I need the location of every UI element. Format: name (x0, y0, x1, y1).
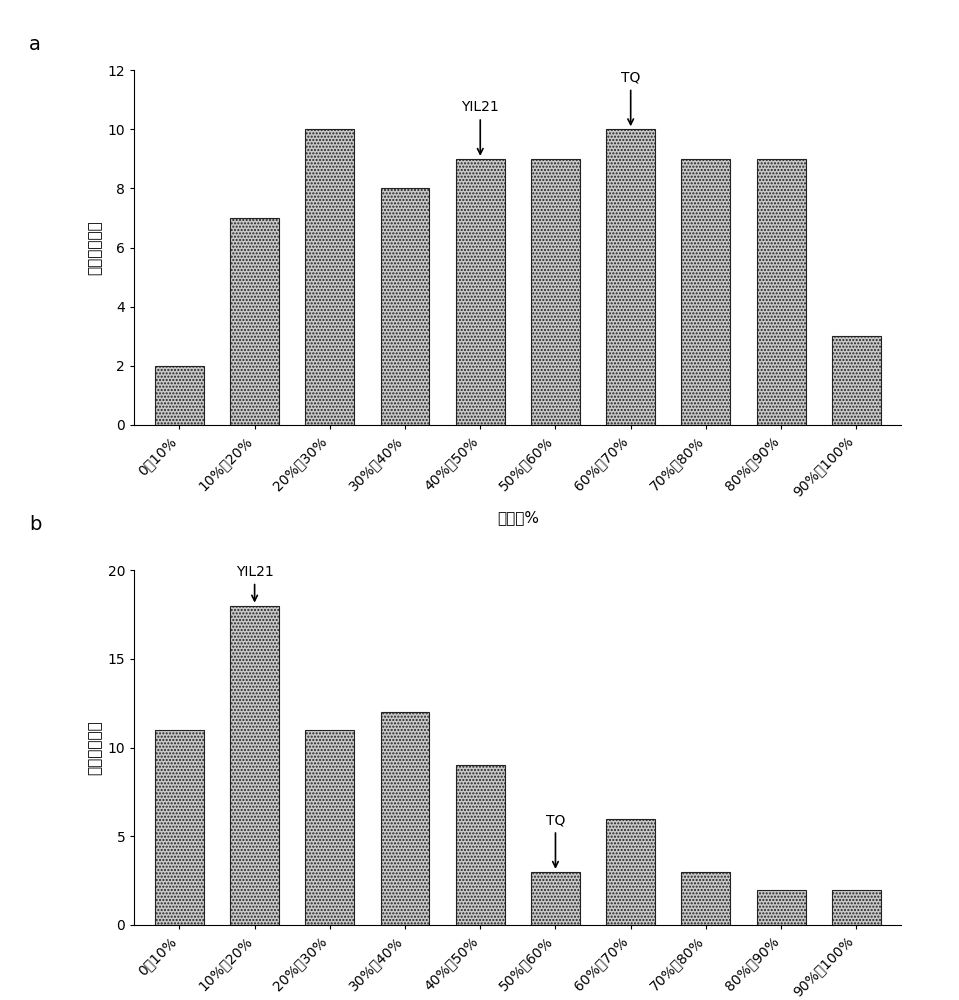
Bar (381, 712, 430, 925)
Bar (831, 336, 880, 425)
Bar (456, 159, 504, 425)
Text: a: a (29, 35, 40, 54)
Text: YIL21: YIL21 (461, 100, 499, 154)
Bar (757, 159, 806, 425)
Text: b: b (29, 515, 41, 534)
Bar (155, 730, 204, 925)
Bar (305, 730, 354, 925)
Bar (230, 218, 279, 425)
Bar (757, 890, 806, 925)
Y-axis label: 渗入系数／个: 渗入系数／个 (87, 720, 102, 775)
Bar (606, 818, 655, 925)
Bar (381, 188, 430, 425)
Bar (606, 129, 655, 425)
X-axis label: 褐化率%: 褐化率% (497, 511, 539, 526)
Bar (531, 872, 580, 925)
Text: YIL21: YIL21 (236, 565, 273, 601)
Bar (831, 890, 880, 925)
Bar (456, 765, 504, 925)
Text: TQ: TQ (621, 71, 641, 125)
Bar (305, 129, 354, 425)
Text: TQ: TQ (546, 813, 565, 867)
Bar (682, 872, 731, 925)
Bar (531, 159, 580, 425)
Y-axis label: 渗入系数／个: 渗入系数／个 (87, 220, 102, 275)
Bar (682, 159, 731, 425)
Bar (230, 605, 279, 925)
Bar (155, 366, 204, 425)
